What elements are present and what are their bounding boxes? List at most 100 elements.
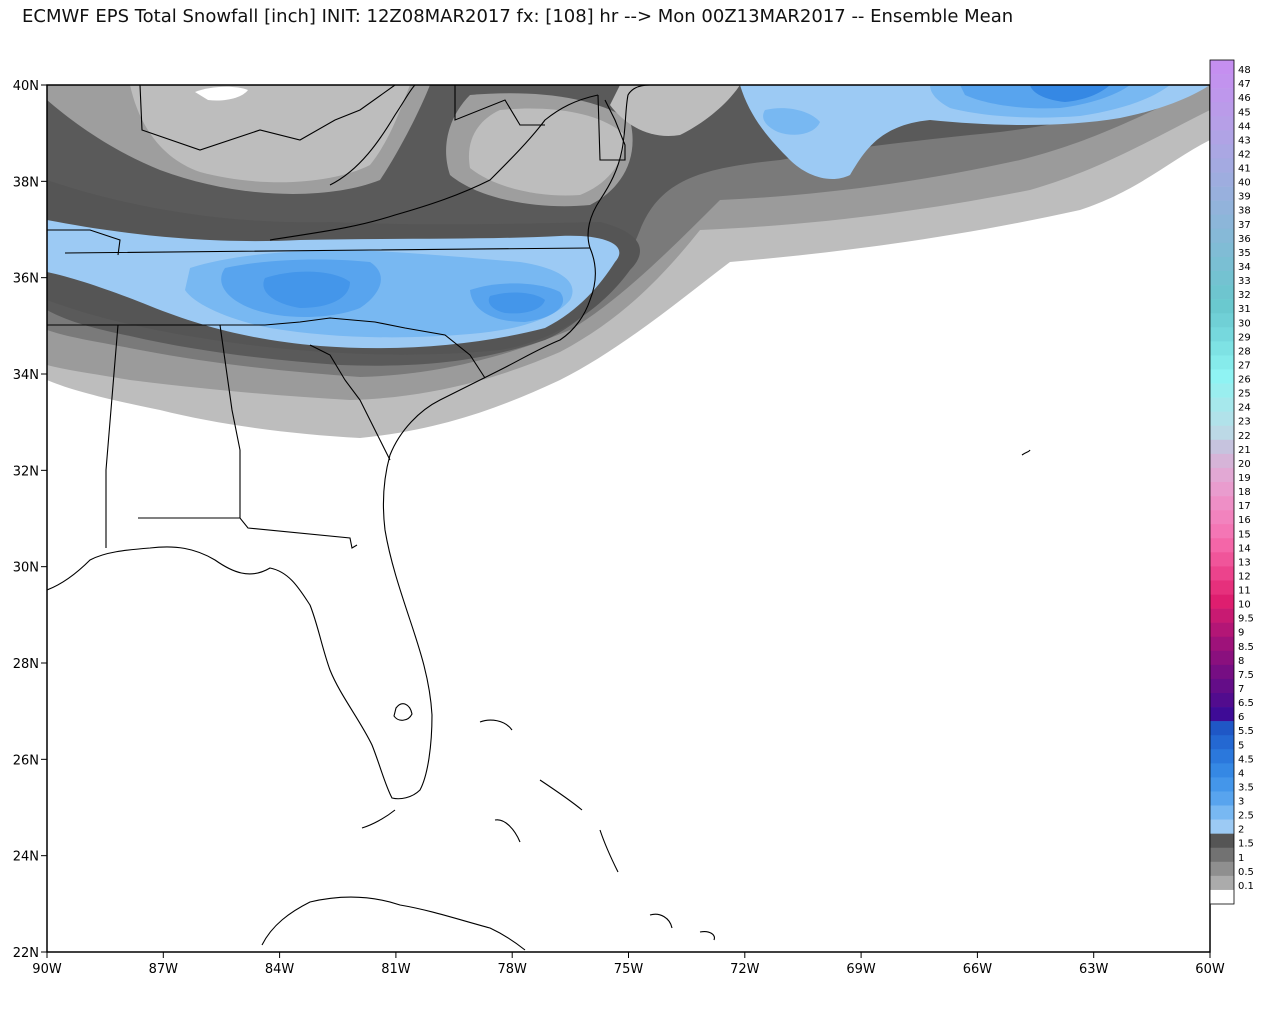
colorbar-label: 20 bbox=[1238, 459, 1251, 470]
colorbar-swatch bbox=[1210, 763, 1234, 778]
colorbar-label: 12 bbox=[1238, 571, 1251, 582]
colorbar-label: 35 bbox=[1238, 248, 1251, 259]
state-border-al-ga bbox=[219, 324, 241, 518]
state-border-va-md bbox=[454, 85, 545, 126]
colorbar-label: 7.5 bbox=[1238, 670, 1254, 681]
snow-free-patch bbox=[195, 86, 248, 101]
snow-band-0.1-ne bbox=[610, 85, 740, 136]
colorbar-label: 41 bbox=[1238, 164, 1251, 175]
colorbar-label: 48 bbox=[1238, 65, 1251, 76]
snow-band-3.5-east bbox=[488, 292, 545, 314]
colorbar-swatch bbox=[1210, 116, 1234, 131]
colorbar-swatch bbox=[1210, 355, 1234, 370]
lon-label: 75W bbox=[614, 962, 644, 977]
colorbar-swatch bbox=[1210, 228, 1234, 244]
colorbar-swatch bbox=[1210, 524, 1234, 539]
colorbar-swatch bbox=[1210, 749, 1234, 764]
snow-band-3.5 bbox=[263, 271, 350, 308]
colorbar-swatch bbox=[1210, 735, 1234, 750]
colorbar-swatch bbox=[1210, 664, 1234, 680]
state-border-ga-fl bbox=[138, 517, 358, 549]
colorbar-swatch bbox=[1210, 327, 1234, 342]
colorbar-swatch bbox=[1210, 200, 1234, 216]
colorbar-label: 44 bbox=[1238, 121, 1251, 132]
colorbar-label: 32 bbox=[1238, 290, 1251, 301]
colorbar-label: 22 bbox=[1238, 431, 1251, 442]
colorbar-label: 0.5 bbox=[1238, 867, 1254, 878]
colorbar-swatch bbox=[1210, 453, 1234, 469]
coastline-and-borders bbox=[47, 85, 1031, 951]
colorbar-swatch bbox=[1210, 341, 1234, 356]
colorbar-label: 0.1 bbox=[1238, 881, 1254, 892]
lon-label: 63W bbox=[1079, 962, 1109, 977]
colorbar-swatch bbox=[1210, 144, 1234, 159]
lon-label: 90W bbox=[32, 962, 62, 977]
colorbar-swatch bbox=[1210, 271, 1234, 286]
colorbar-label: 31 bbox=[1238, 304, 1251, 315]
state-border-ky-tn-west bbox=[47, 229, 121, 256]
lat-label: 24N bbox=[13, 850, 39, 865]
delmarva-line bbox=[597, 94, 626, 161]
colorbar-label: 10 bbox=[1238, 600, 1251, 611]
colorbar-label: 16 bbox=[1238, 515, 1251, 526]
colorbar-label: 6 bbox=[1238, 712, 1244, 723]
bermuda-outline bbox=[1021, 449, 1031, 456]
colorbar-label: 9.5 bbox=[1238, 614, 1254, 625]
colorbar-label: 3 bbox=[1238, 797, 1244, 808]
colorbar-label: 40 bbox=[1238, 178, 1251, 189]
colorbar-swatch bbox=[1210, 805, 1234, 820]
colorbar-label: 8.5 bbox=[1238, 642, 1254, 653]
colorbar-label: 37 bbox=[1238, 220, 1251, 231]
colorbar-swatch bbox=[1210, 383, 1234, 398]
colorbar-swatch bbox=[1210, 285, 1234, 300]
bahamas-outline bbox=[479, 719, 715, 941]
colorbar-swatch bbox=[1210, 496, 1234, 511]
lon-label: 69W bbox=[846, 962, 876, 977]
colorbar-label: 29 bbox=[1238, 332, 1251, 343]
lat-label: 32N bbox=[13, 464, 39, 479]
colorbar-swatch bbox=[1210, 889, 1234, 905]
colorbar-swatch bbox=[1210, 819, 1234, 834]
colorbar-swatch bbox=[1210, 130, 1234, 145]
colorbar-swatch bbox=[1210, 425, 1234, 441]
map-title: ECMWF EPS Total Snowfall [inch] INIT: 12… bbox=[22, 6, 1014, 27]
lon-label: 81W bbox=[381, 962, 411, 977]
colorbar-label: 1 bbox=[1238, 853, 1244, 864]
snow-band-2.5-ne-west bbox=[763, 108, 820, 135]
colorbar-swatch bbox=[1210, 847, 1234, 863]
colorbar-label: 34 bbox=[1238, 262, 1251, 273]
colorbar-label: 7 bbox=[1238, 684, 1244, 695]
colorbar-label: 38 bbox=[1238, 206, 1251, 217]
lat-label: 28N bbox=[13, 657, 39, 672]
colorbar-swatch bbox=[1210, 242, 1234, 258]
colorbar-label: 19 bbox=[1238, 473, 1251, 484]
colorbar-label: 18 bbox=[1238, 487, 1251, 498]
lon-label: 78W bbox=[497, 962, 527, 977]
lat-label: 34N bbox=[13, 368, 39, 383]
lon-label: 72W bbox=[730, 962, 760, 977]
lon-label: 84W bbox=[265, 962, 295, 977]
colorbar-label: 13 bbox=[1238, 557, 1251, 568]
colorbar-swatch bbox=[1210, 538, 1234, 553]
snow-band-0.1-va bbox=[468, 108, 625, 196]
colorbar-label: 21 bbox=[1238, 445, 1251, 456]
lat-label: 30N bbox=[13, 561, 39, 576]
colorbar-swatch bbox=[1210, 833, 1234, 849]
state-border-tn-ky bbox=[64, 247, 591, 254]
cuba-coast-line bbox=[261, 896, 526, 951]
colorbar-label: 36 bbox=[1238, 234, 1251, 245]
colorbar-outline bbox=[1209, 59, 1235, 905]
colorbar-swatch bbox=[1210, 594, 1234, 609]
colorbar-swatch bbox=[1210, 102, 1234, 117]
colorbar-label: 17 bbox=[1238, 501, 1251, 512]
lon-label: 87W bbox=[149, 962, 179, 977]
longitude-axis: 90W 87W 84W 81W 78W 75W 72W 69W 66W 63W 60W bbox=[32, 952, 1225, 977]
state-border-va-nc bbox=[269, 94, 599, 241]
colorbar-label: 46 bbox=[1238, 93, 1251, 104]
colorbar-swatch bbox=[1210, 186, 1234, 201]
colorbar-swatch bbox=[1210, 721, 1234, 736]
colorbar-label: 42 bbox=[1238, 149, 1251, 160]
state-border-al-fl bbox=[105, 324, 119, 548]
colorbar-swatch bbox=[1210, 707, 1234, 722]
